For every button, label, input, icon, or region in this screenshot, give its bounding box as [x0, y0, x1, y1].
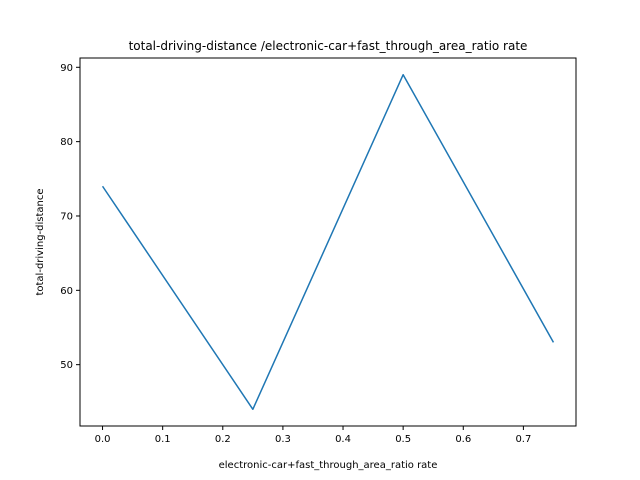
x-tick-label: 0.5	[395, 434, 411, 445]
x-tick-label: 0.7	[515, 434, 531, 445]
y-tick-label: 80	[60, 137, 73, 148]
x-tick-label: 0.6	[455, 434, 471, 445]
y-axis-label: total-driving-distance	[35, 188, 46, 295]
series-line-0	[101, 73, 555, 411]
x-tick-label: 0.0	[95, 434, 111, 445]
y-tick-label: 90	[60, 63, 73, 74]
x-tick-label: 0.1	[155, 434, 171, 445]
y-tick-label: 70	[60, 211, 73, 222]
x-tick-label: 0.4	[335, 434, 351, 445]
plot-frame	[79, 57, 577, 427]
y-tick-label: 60	[60, 286, 73, 297]
chart-title: total-driving-distance /electronic-car+f…	[129, 39, 528, 53]
y-axis-ticks: 50 60 70 80 90	[60, 63, 80, 371]
x-axis-ticks: 0.0 0.1 0.2 0.3 0.4 0.5 0.6 0.7	[95, 426, 531, 445]
x-tick-label: 0.2	[215, 434, 231, 445]
x-axis-label: electronic-car+fast_through_area_ratio r…	[219, 460, 438, 471]
series-layer	[101, 73, 555, 411]
y-tick-label: 50	[60, 360, 73, 371]
x-tick-label: 0.3	[275, 434, 291, 445]
